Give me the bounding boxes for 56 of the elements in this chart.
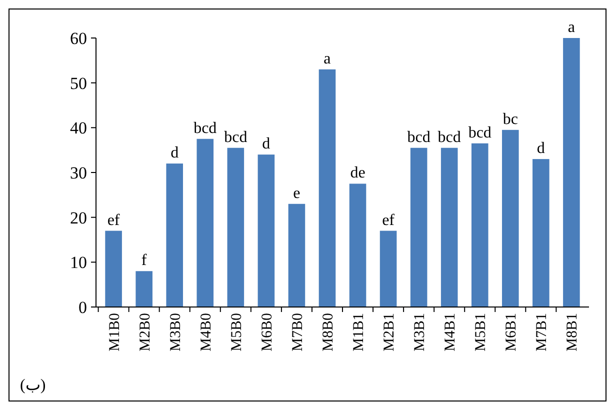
x-tick-label: M6B0: [259, 313, 276, 352]
annotation: d: [170, 144, 179, 162]
bar: [136, 271, 152, 307]
annotation: a: [568, 19, 575, 36]
annotation: bcd: [438, 128, 461, 146]
bar: [227, 148, 244, 307]
y-tick-label: 0: [78, 298, 87, 317]
x-tick-label: M5B0: [228, 313, 245, 352]
x-tick-label: M5B1: [473, 313, 490, 352]
bar: [288, 204, 306, 307]
annotation: d: [536, 140, 545, 158]
y-tick-label: 20: [70, 208, 87, 228]
annotation: f: [141, 252, 148, 270]
annotation: bc: [502, 110, 518, 128]
x-tick-label: M1B1: [351, 313, 368, 352]
x-tick-label: M6B1: [504, 313, 520, 352]
x-tick-label: M4B0: [198, 313, 214, 352]
bar: [440, 148, 458, 307]
annotation: de: [350, 164, 366, 182]
bar: [502, 130, 519, 307]
annotation: bcd: [224, 128, 248, 146]
x-tick-label: M2B0: [137, 313, 154, 352]
annotation: bcd: [407, 128, 430, 146]
x-tick-label: M7B1: [534, 313, 550, 352]
x-tick-label: M4B1: [442, 313, 459, 352]
x-tick-label: M8B0: [320, 313, 336, 352]
y-tick-label: 60: [70, 28, 87, 48]
bar: [196, 138, 214, 307]
bar: [532, 159, 550, 307]
bar: [318, 69, 336, 307]
bar: [563, 38, 580, 307]
bar: [349, 184, 366, 307]
x-tick-label: M3B1: [412, 313, 428, 352]
x-tick-label: M8B1: [564, 313, 581, 352]
y-tick-label: 50: [70, 74, 87, 93]
bar: [258, 154, 275, 307]
annotation: ef: [107, 212, 120, 229]
bar: [471, 143, 488, 307]
annotation: bcd: [194, 120, 217, 137]
x-tick-label: M3B0: [168, 313, 184, 352]
y-tick-label: 10: [70, 253, 87, 272]
bar: [166, 164, 183, 307]
y-tick-label: 40: [70, 118, 87, 138]
bar: [410, 148, 428, 307]
annotation: e: [293, 184, 300, 202]
annotation: bcd: [468, 124, 492, 142]
annotation: ef: [382, 212, 396, 229]
x-tick-label: M2B1: [382, 313, 398, 352]
x-tick-label: M1B0: [106, 313, 123, 352]
annotation: d: [262, 136, 270, 153]
bar: [105, 230, 122, 307]
bar: [380, 230, 397, 307]
text: (ب): [20, 377, 46, 394]
y-tick-label: 30: [70, 163, 87, 182]
annotation: a: [324, 50, 331, 68]
x-tick-label: M7B0: [290, 313, 306, 352]
